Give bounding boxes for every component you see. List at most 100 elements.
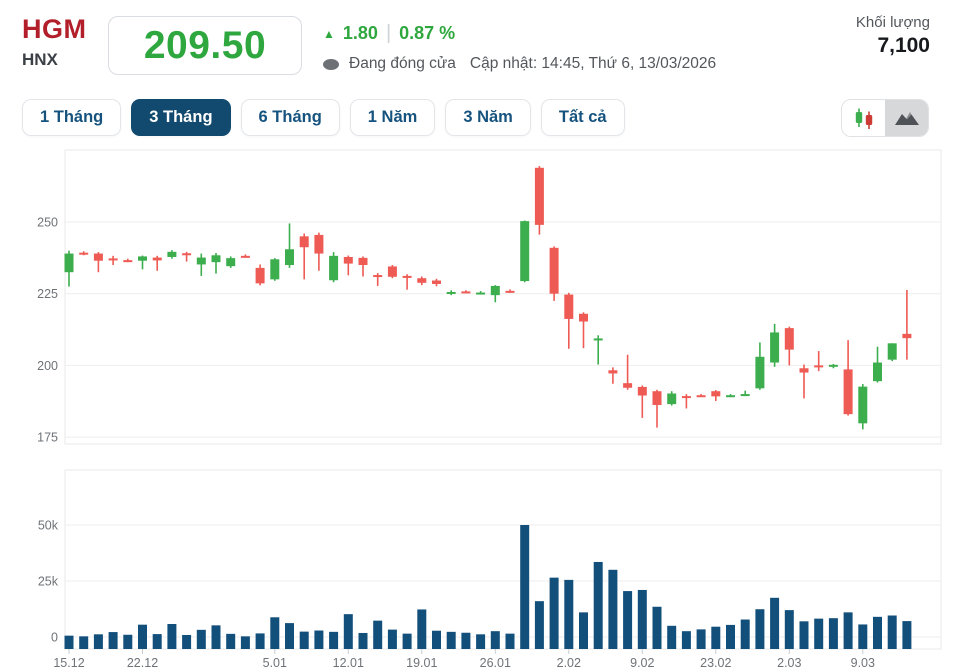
candle-body bbox=[828, 364, 838, 367]
volume-bar bbox=[799, 621, 809, 649]
volume-plot-area[interactable] bbox=[64, 469, 942, 650]
x-axis-label: 12.01 bbox=[333, 656, 364, 670]
candle-body bbox=[152, 257, 162, 261]
volume-bar bbox=[314, 630, 324, 649]
chart-type-toggle bbox=[841, 99, 929, 137]
x-axis-label: 2.02 bbox=[557, 656, 581, 670]
x-axis-label: 22.12 bbox=[127, 656, 158, 670]
candle-body bbox=[549, 247, 559, 294]
volume-value: 7,100 bbox=[877, 34, 930, 57]
candle-body bbox=[314, 234, 324, 254]
candle-body bbox=[520, 221, 530, 282]
volume-bar bbox=[828, 618, 838, 649]
candlestick-chart-button[interactable] bbox=[842, 100, 885, 136]
volume-bar bbox=[755, 609, 765, 649]
volume-bar bbox=[64, 635, 74, 649]
candle-body bbox=[64, 253, 74, 273]
candle-body bbox=[814, 365, 824, 368]
volume-bar bbox=[608, 569, 618, 649]
x-axis-label: 26.01 bbox=[480, 656, 511, 670]
volume-bar bbox=[358, 632, 368, 649]
volume-bar bbox=[623, 591, 633, 649]
candle-body bbox=[490, 285, 500, 296]
candle-body bbox=[329, 255, 339, 281]
current-price: 209.50 bbox=[143, 23, 267, 67]
x-axis-label: 15.12 bbox=[53, 656, 84, 670]
price-axis-label: 200 bbox=[37, 359, 58, 373]
candle-body bbox=[270, 259, 280, 280]
volume-bar bbox=[196, 629, 206, 649]
candle-body bbox=[196, 257, 206, 265]
area-chart-button[interactable] bbox=[885, 100, 928, 136]
price-axis-label: 175 bbox=[37, 431, 58, 445]
price-plot-area[interactable] bbox=[64, 149, 942, 445]
candle-body bbox=[711, 391, 721, 397]
volume-bar bbox=[902, 621, 912, 649]
tab-1-year[interactable]: 1 Năm bbox=[349, 99, 436, 136]
candle-body bbox=[534, 167, 544, 225]
change-percent: 0.87 % bbox=[399, 23, 456, 43]
volume-bar bbox=[520, 525, 530, 649]
tab-all[interactable]: Tất cả bbox=[540, 99, 625, 136]
volume-bar bbox=[167, 624, 177, 649]
candle-body bbox=[123, 260, 133, 263]
candle-body bbox=[402, 275, 412, 278]
candle-body bbox=[770, 332, 780, 363]
tab-3-months[interactable]: 3 Tháng bbox=[131, 99, 231, 136]
change-value: 1.80 bbox=[342, 23, 378, 43]
candle-body bbox=[226, 258, 236, 267]
exchange-label: HNX bbox=[22, 50, 58, 69]
volume-bar bbox=[402, 633, 412, 649]
volume-bar bbox=[843, 612, 853, 649]
volume-bar bbox=[476, 634, 486, 649]
volume-bar bbox=[446, 631, 456, 649]
volume-bar bbox=[108, 632, 118, 649]
volume-summary: Khối lượng 7,100 bbox=[856, 14, 930, 58]
candle-body bbox=[79, 252, 89, 255]
volume-bar bbox=[240, 636, 250, 649]
market-status-row: Đang đóng cửa Cập nhật: 14:45, Thứ 6, 13… bbox=[323, 55, 716, 73]
price-axis-label: 250 bbox=[37, 216, 58, 230]
volume-bar bbox=[593, 561, 603, 649]
candle-body bbox=[637, 386, 647, 396]
volume-bar bbox=[873, 616, 882, 649]
up-arrow-icon: ▲ bbox=[323, 26, 335, 41]
volume-bar bbox=[432, 630, 441, 649]
volume-bar bbox=[79, 636, 89, 649]
last-updated: Cập nhật: 14:45, Thứ 6, 13/03/2026 bbox=[469, 55, 717, 72]
volume-chart[interactable] bbox=[64, 469, 942, 650]
candle-body bbox=[108, 258, 118, 261]
candle-body bbox=[93, 253, 103, 261]
candle-body bbox=[564, 294, 574, 319]
tab-6-months[interactable]: 6 Tháng bbox=[240, 99, 340, 136]
volume-bar bbox=[740, 619, 750, 649]
candle-body bbox=[858, 386, 868, 424]
candle-body bbox=[373, 275, 383, 278]
candle-body bbox=[623, 383, 633, 388]
price-axis-label: 225 bbox=[37, 287, 58, 301]
volume-bar bbox=[505, 633, 515, 649]
volume-bar bbox=[711, 626, 721, 649]
candle-body bbox=[211, 255, 221, 263]
volume-bar bbox=[387, 629, 397, 649]
volume-bar bbox=[637, 589, 647, 649]
tab-3-years[interactable]: 3 Năm bbox=[445, 99, 531, 136]
volume-bar bbox=[681, 631, 691, 649]
volume-bar bbox=[123, 634, 133, 649]
price-chart[interactable] bbox=[64, 149, 942, 445]
candle-body bbox=[726, 395, 735, 398]
candle-body bbox=[432, 280, 441, 284]
candle-body bbox=[740, 394, 750, 397]
volume-bar bbox=[814, 618, 824, 649]
tab-1-month[interactable]: 1 Tháng bbox=[22, 99, 122, 136]
candle-body bbox=[446, 291, 456, 294]
candlestick-icon bbox=[855, 108, 872, 129]
volume-bar bbox=[726, 624, 735, 649]
volume-bar bbox=[211, 625, 221, 649]
candle-body bbox=[608, 370, 618, 374]
candle-body bbox=[255, 267, 265, 284]
current-price-box: 209.50 bbox=[108, 16, 302, 75]
volume-bar bbox=[270, 617, 280, 649]
x-axis-label: 23.02 bbox=[700, 656, 731, 670]
x-axis-label: 2.03 bbox=[777, 656, 801, 670]
